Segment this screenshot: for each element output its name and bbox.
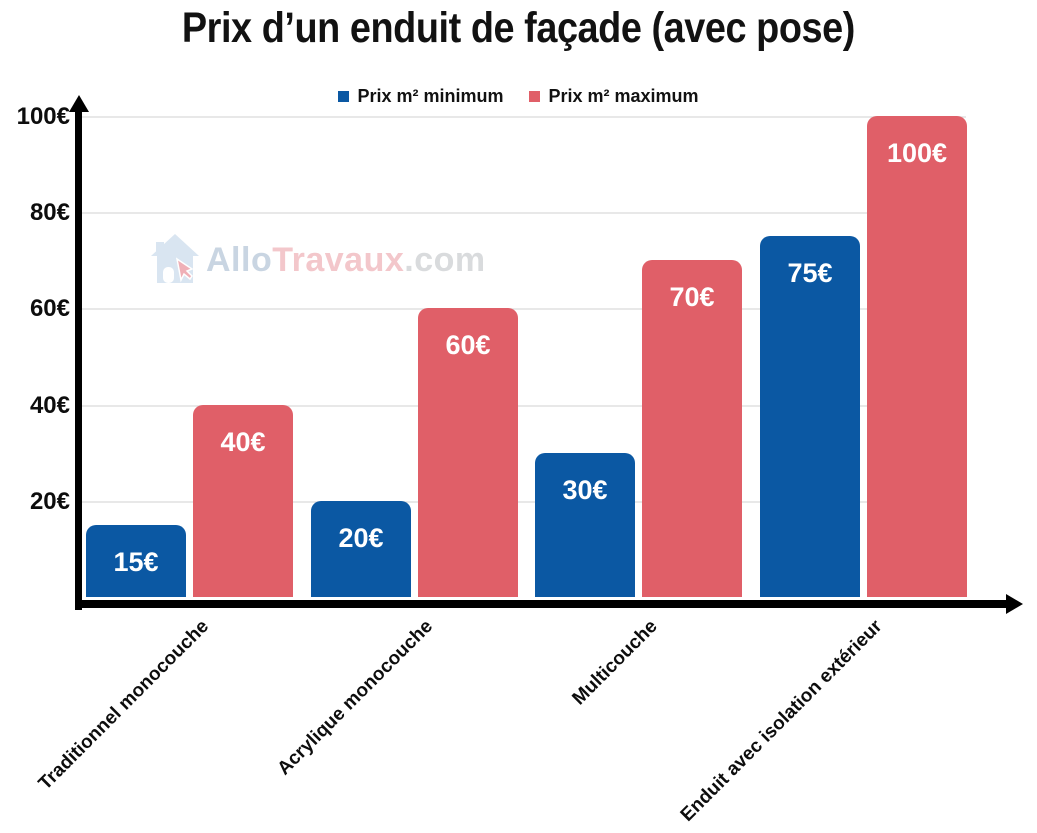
bar-value-label: 70€ [669,282,715,312]
bar-max-0: 40€ [193,405,293,597]
gridline [82,308,966,310]
gridline [82,405,966,407]
bar-value-label: 100€ [886,138,948,168]
house-cursor-icon [151,234,199,283]
y-axis-tick-label: 40€ [29,392,70,419]
watermark: AlloTravaux.com [150,233,486,287]
gridline [82,212,966,214]
bar-min-0: 15€ [86,525,186,597]
bar-max-2: 70€ [642,260,742,597]
legend-swatch-maximum [529,91,541,102]
bar-min-1: 20€ [311,501,411,597]
legend-swatch-minimum [338,91,350,102]
x-category-label: Acrylique monocouche [273,616,437,780]
bar-value-label: 40€ [220,427,266,457]
gridline [82,501,966,503]
chart-title: Prix d’un enduit de façade (avec pose) [0,4,1037,53]
y-axis-tick-label: 100€ [16,103,70,130]
bar-value-label: 30€ [562,475,608,505]
bar-max-1: 60€ [418,308,518,597]
legend-item-minimum: Prix m² minimum [338,86,503,107]
bar-min-2: 30€ [535,453,635,597]
watermark-dotcom: .com [404,240,486,279]
x-axis-line [75,594,1023,614]
x-category-label: Multicouche [568,616,662,710]
bar-min-3: 75€ [760,236,860,597]
legend: Prix m² minimum Prix m² maximum [0,86,1037,107]
chart-title-text: Prix d’un enduit de façade (avec pose) [181,4,855,52]
legend-item-maximum: Prix m² maximum [529,86,699,107]
legend-label-minimum: Prix m² minimum [357,86,504,106]
y-axis-tick-label: 20€ [29,488,70,515]
y-axis-arrow-icon [68,95,89,112]
bar-value-label: 60€ [445,330,491,360]
bar-max-3: 100€ [867,116,967,597]
watermark-travaux: Travaux [272,240,405,279]
y-axis-tick-label: 60€ [29,295,70,322]
y-axis-tick-label: 80€ [29,199,70,226]
x-category-label: Enduit avec isolation extérieur [677,616,887,826]
bar-value-label: 20€ [338,523,384,553]
bar-value-label: 15€ [113,547,159,577]
x-axis-arrow-icon [1006,594,1023,614]
y-axis-line [68,95,89,610]
bar-value-label: 75€ [787,258,833,288]
watermark-text: AlloTravaux.com [206,241,486,280]
watermark-allo: Allo [206,240,273,279]
gridline [82,116,966,118]
legend-label-maximum: Prix m² maximum [548,86,699,106]
x-category-label: Traditionnel monocouche [34,616,213,795]
